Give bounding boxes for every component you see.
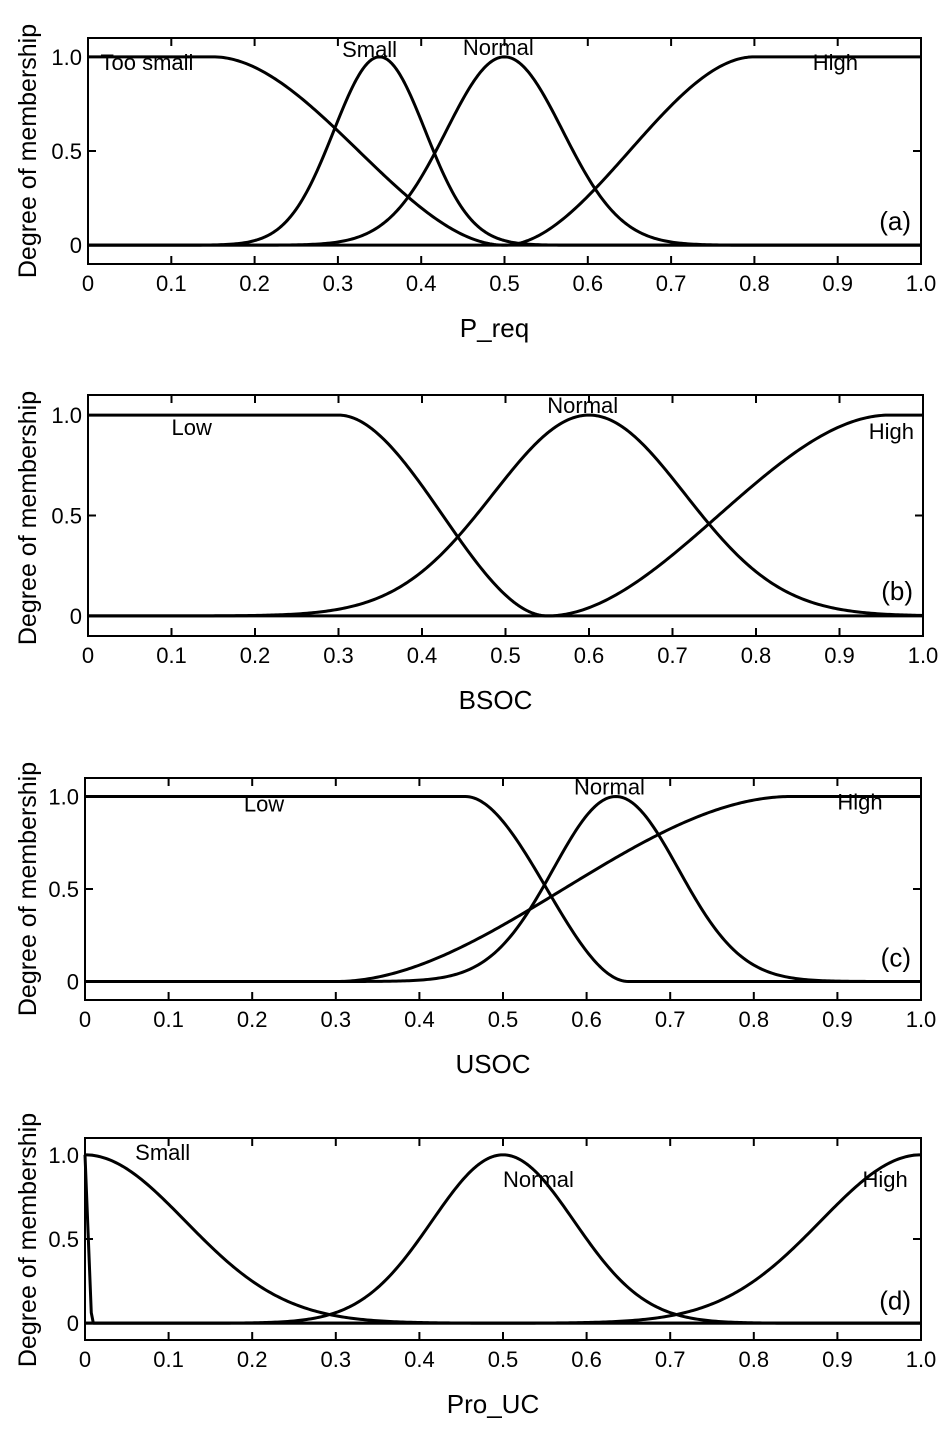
x-tick-label: 1.0: [906, 1347, 937, 1372]
series-line-high: [85, 795, 921, 983]
y-axis-label: Degree of membership: [14, 24, 42, 278]
panel-tag: (d): [879, 1286, 911, 1316]
x-tick-label: 0.8: [739, 1347, 770, 1372]
series-line-spike: [83, 1154, 921, 1325]
x-tick-label: 0.4: [404, 1347, 435, 1372]
curve-label-normal: Normal: [503, 1167, 574, 1192]
y-axis-label: Degree of membership: [14, 391, 42, 645]
x-tick-label: 0.9: [822, 1007, 853, 1032]
panel-tag: (a): [879, 206, 911, 236]
x-tick-label: 1.0: [908, 643, 939, 668]
y-axis-label: Degree of membership: [14, 762, 42, 1016]
x-tick-label: 0.7: [655, 1007, 686, 1032]
x-tick-label: 0.1: [156, 643, 187, 668]
series-line-small: [88, 55, 921, 247]
x-tick-label: 0.1: [153, 1347, 184, 1372]
series-line-high: [88, 413, 923, 618]
panel-tag: (b): [881, 576, 913, 606]
curve-label-low: Low: [244, 791, 284, 816]
x-axis-label: USOC: [455, 1049, 530, 1079]
x-tick-label: 0.8: [741, 643, 772, 668]
x-tick-label: 0.4: [407, 643, 438, 668]
x-tick-label: 1.0: [906, 1007, 937, 1032]
y-tick-label: 0: [70, 233, 82, 258]
chart-panel-1: Too small Small Normal High 0 0.1 0.2 0.3 0.4 0.5…: [14, 24, 936, 343]
plot-frame: [84, 777, 922, 1001]
series-line-low: [85, 795, 921, 983]
x-tick-label: 0.8: [739, 271, 770, 296]
series-line-normal: [88, 413, 924, 618]
y-tick-label: 1.0: [48, 1143, 79, 1168]
curve-label-too-small: Too small: [100, 50, 193, 75]
series-line-high: [88, 55, 921, 247]
x-tick-label: 0.7: [656, 271, 687, 296]
y-tick-label: 1.0: [51, 45, 82, 70]
x-tick-label: 0.4: [404, 1007, 435, 1032]
plot-frame: [87, 37, 922, 265]
x-tick-label: 0.8: [739, 1007, 770, 1032]
x-tick-label: 0.3: [321, 1007, 352, 1032]
curve-label-high: High: [862, 1167, 907, 1192]
series-line-normal: [85, 795, 921, 983]
curve-label-normal: Normal: [547, 393, 618, 418]
x-tick-label: 0.6: [574, 643, 605, 668]
x-tick-label: 0.2: [240, 643, 271, 668]
x-axis-label: P_req: [460, 313, 529, 343]
chart-panel-2: Low Normal High 0 0.1 0.2 0.3 0.4 0.5 0.6 0.7 0.8 0.…: [14, 391, 938, 715]
x-tick-label: 0.9: [822, 1347, 853, 1372]
x-tick-label: 0: [82, 271, 94, 296]
x-tick-label: 0.5: [488, 1007, 519, 1032]
y-tick-label: 1.0: [48, 785, 79, 810]
x-tick-label: 0.5: [488, 1347, 519, 1372]
x-tick-label: 0.2: [239, 271, 270, 296]
x-tick-label: 0.3: [323, 643, 354, 668]
curve-label-high: High: [813, 50, 858, 75]
x-tick-label: 0.4: [406, 271, 437, 296]
x-tick-label: 0: [82, 643, 94, 668]
curve-label-normal: Normal: [463, 35, 534, 60]
x-tick-label: 0.3: [321, 1347, 352, 1372]
y-tick-label: 0.5: [48, 1227, 79, 1252]
panel-tag: (c): [881, 943, 911, 973]
y-tick-label: 0.5: [51, 504, 82, 529]
curve-label-high: High: [837, 789, 882, 814]
x-tick-label: 1.0: [906, 271, 937, 296]
x-tick-label: 0.3: [323, 271, 354, 296]
x-tick-label: 0.5: [489, 271, 520, 296]
x-tick-label: 0.2: [237, 1347, 268, 1372]
series-line-too-small: [88, 55, 921, 247]
y-tick-label: 0: [67, 1311, 79, 1336]
y-tick-label: 0: [70, 604, 82, 629]
x-tick-label: 0.6: [571, 1347, 602, 1372]
curve-label-low: Low: [172, 415, 212, 440]
x-axis-label: BSOC: [459, 685, 533, 715]
x-tick-label: 0.7: [657, 643, 688, 668]
curve-label-high: High: [869, 419, 914, 444]
x-tick-label: 0.1: [156, 271, 187, 296]
y-tick-label: 0: [67, 970, 79, 995]
x-axis-label: Pro_UC: [447, 1389, 539, 1419]
x-tick-label: 0: [79, 1007, 91, 1032]
x-tick-label: 0.7: [655, 1347, 686, 1372]
chart-panel-4: Small Normal High 0 0.1 0.2 0.3 0.4 0.5 0.6 0.7 0.8…: [14, 1113, 936, 1419]
y-axis-label: Degree of membership: [14, 1113, 42, 1367]
series-line-normal: [88, 55, 921, 247]
x-tick-label: 0.9: [822, 271, 853, 296]
curve-label-small: Small: [342, 37, 397, 62]
x-tick-label: 0.2: [237, 1007, 268, 1032]
x-tick-label: 0.9: [824, 643, 855, 668]
curve-label-small: Small: [135, 1140, 190, 1165]
y-tick-label: 0.5: [51, 139, 82, 164]
plot-frame: [87, 394, 924, 637]
series-line-low: [88, 413, 923, 618]
x-tick-label: 0.5: [490, 643, 521, 668]
x-tick-label: 0.6: [573, 271, 604, 296]
y-tick-label: 0.5: [48, 877, 79, 902]
y-tick-label: 1.0: [51, 403, 82, 428]
x-tick-label: 0: [79, 1347, 91, 1372]
x-tick-label: 0.6: [571, 1007, 602, 1032]
x-tick-label: 0.1: [153, 1007, 184, 1032]
